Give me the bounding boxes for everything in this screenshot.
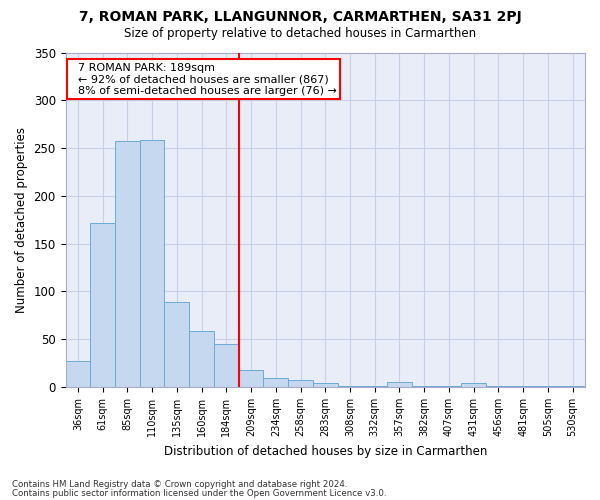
Text: Size of property relative to detached houses in Carmarthen: Size of property relative to detached ho…: [124, 28, 476, 40]
Bar: [511, 386, 536, 387]
Bar: [288, 380, 313, 387]
Bar: [115, 142, 140, 387]
Bar: [387, 382, 412, 387]
Bar: [437, 386, 461, 387]
Bar: [239, 370, 263, 387]
Bar: [461, 383, 486, 387]
Bar: [338, 386, 362, 387]
Bar: [65, 362, 90, 387]
Bar: [140, 140, 164, 387]
X-axis label: Distribution of detached houses by size in Carmarthen: Distribution of detached houses by size …: [164, 444, 487, 458]
Bar: [164, 302, 189, 387]
Y-axis label: Number of detached properties: Number of detached properties: [15, 127, 28, 313]
Bar: [214, 344, 239, 387]
Bar: [189, 330, 214, 387]
Text: 7 ROMAN PARK: 189sqm
  ← 92% of detached houses are smaller (867)
  8% of semi-d: 7 ROMAN PARK: 189sqm ← 92% of detached h…: [71, 62, 337, 96]
Text: Contains public sector information licensed under the Open Government Licence v3: Contains public sector information licen…: [12, 488, 386, 498]
Bar: [362, 386, 387, 387]
Bar: [313, 383, 338, 387]
Bar: [263, 378, 288, 387]
Bar: [536, 386, 560, 387]
Bar: [90, 222, 115, 387]
Bar: [560, 386, 585, 387]
Bar: [486, 386, 511, 387]
Bar: [412, 386, 437, 387]
Text: 7, ROMAN PARK, LLANGUNNOR, CARMARTHEN, SA31 2PJ: 7, ROMAN PARK, LLANGUNNOR, CARMARTHEN, S…: [79, 10, 521, 24]
Text: Contains HM Land Registry data © Crown copyright and database right 2024.: Contains HM Land Registry data © Crown c…: [12, 480, 347, 489]
